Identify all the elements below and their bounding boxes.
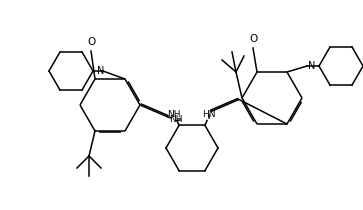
Text: N: N [307, 61, 315, 71]
Text: N: N [97, 66, 105, 76]
Text: NH: NH [167, 110, 181, 119]
Text: O: O [87, 37, 95, 47]
Text: O: O [249, 34, 257, 44]
Text: NH: NH [169, 114, 183, 123]
Text: HN: HN [202, 110, 216, 119]
